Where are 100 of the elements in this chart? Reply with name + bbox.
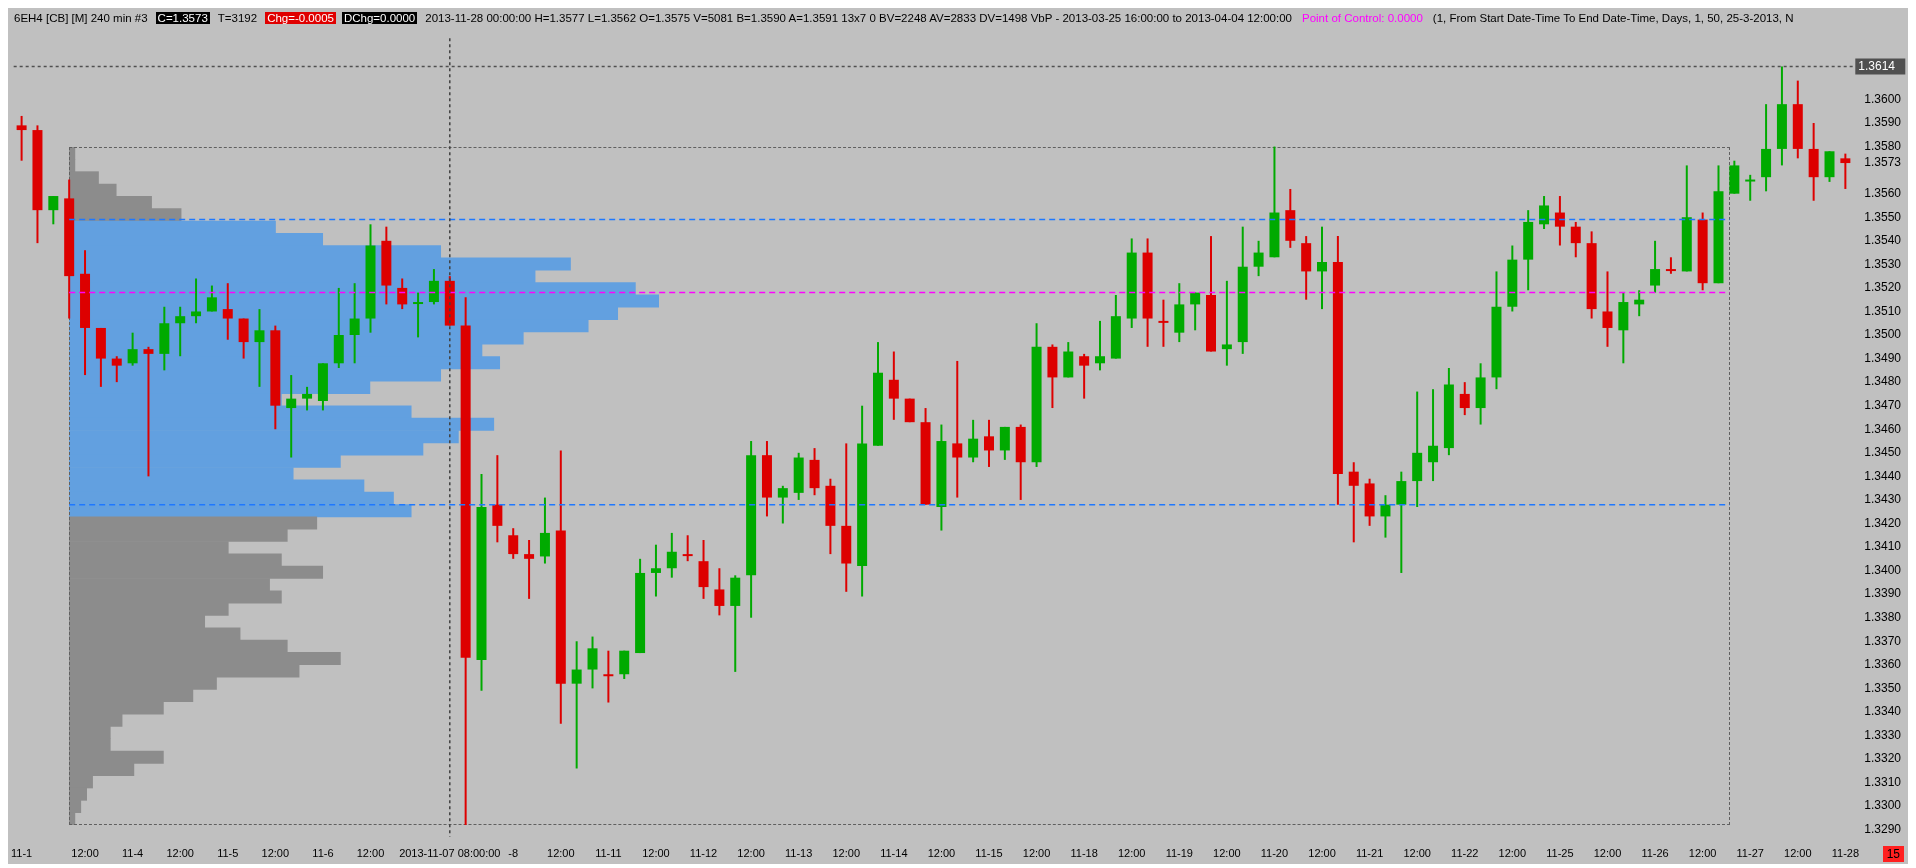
x-tick-label: 12:00 <box>1213 847 1241 860</box>
x-tick-label: 11-27 <box>1736 847 1764 860</box>
candlestick <box>1079 352 1090 400</box>
x-tick-label: 11-13 <box>785 847 813 860</box>
candlestick <box>254 308 265 388</box>
candlestick <box>682 534 693 563</box>
x-tick-label: 12:00 <box>1117 847 1146 860</box>
y-tick-label: 1.3470 <box>1864 398 1902 413</box>
candlestick <box>175 305 186 358</box>
x-tick-label: 11-1 <box>11 847 33 860</box>
candlestick <box>714 567 725 617</box>
x-tick-label: 11-25 <box>1546 847 1574 860</box>
candlestick <box>1158 298 1169 348</box>
text: (1, From Start Date-Time To End Date-Time, Days, 1, 50, 25-3-2013, N <box>1431 12 1795 24</box>
y-tick-label: 1.3600 <box>1864 91 1902 106</box>
y-tick-label: 1.3530 <box>1864 256 1902 271</box>
candlestick <box>888 350 899 421</box>
x-tick-label: 12:00 <box>166 847 194 860</box>
x-tick-label: 12:00 <box>1308 847 1336 860</box>
y-tick-label: 1.3410 <box>1864 539 1902 554</box>
y-tick-label: 1.3550 <box>1864 209 1902 224</box>
candlestick <box>1317 225 1328 311</box>
x-tick-label: 12:00 <box>1784 847 1812 860</box>
x-tick-label: 12:00 <box>356 847 385 860</box>
y-tick-label: 1.3520 <box>1864 280 1902 295</box>
candlestick <box>1459 381 1470 417</box>
x-tick-label: 12:00 <box>737 847 765 860</box>
candlestick <box>413 291 424 339</box>
candlestick <box>1428 388 1439 483</box>
y-tick-label: 1.3540 <box>1864 233 1902 248</box>
y-tick-label: 1.3390 <box>1864 586 1902 601</box>
x-tick-label: 11-5 <box>217 847 239 860</box>
x-tick-label: 11-21 <box>1355 847 1384 860</box>
x-tick-label: 11-18 <box>1070 847 1098 860</box>
x-tick-label: 11-11 <box>595 847 622 860</box>
candlestick <box>222 282 233 341</box>
x-tick-label: 12:00 <box>927 847 956 860</box>
candlestick <box>603 649 614 704</box>
y-tick-label: 1.3560 <box>1864 185 1902 200</box>
candlestick <box>571 640 582 770</box>
x-tick-label: 12:00 <box>547 847 575 860</box>
x-tick-label: 12:00 <box>1593 847 1622 860</box>
x-tick-label: 11-20 <box>1260 847 1289 860</box>
candlestick <box>16 114 27 162</box>
x-tick-label: 11-26 <box>1641 847 1669 860</box>
candlestick <box>1665 256 1676 275</box>
x-tick-label: 11-19 <box>1165 847 1193 860</box>
y-tick-label: 1.3350 <box>1864 680 1902 695</box>
y-tick-label: 1.3380 <box>1864 610 1902 625</box>
candlestick <box>492 454 503 544</box>
candlestick <box>1539 195 1550 231</box>
x-tick-label: 11-22 <box>1451 847 1479 860</box>
candlestick <box>127 331 138 367</box>
candlestick <box>1253 239 1264 278</box>
y-tick-label: 1.3440 <box>1864 468 1902 483</box>
x-tick-label: 11-28 <box>1831 847 1860 860</box>
candlestick <box>1554 195 1565 247</box>
x-tick-label: 11-6 <box>312 847 334 860</box>
x-tick-label: 11-4 <box>122 847 144 860</box>
x-tick-label: 11-14 <box>880 847 908 860</box>
x-tick-label: 12:00 <box>261 847 290 860</box>
x-tick-label: 12:00 <box>1022 847 1051 860</box>
y-tick-label: 1.3500 <box>1864 327 1902 342</box>
candlestick <box>1396 470 1407 574</box>
candlestick <box>1095 319 1105 372</box>
candlestick <box>619 649 630 680</box>
candlestick <box>111 355 122 384</box>
candlestick <box>206 284 217 313</box>
text: DChg=0.0000 <box>341 12 418 24</box>
candlestick <box>302 385 313 412</box>
candlestick <box>508 527 519 560</box>
y-tick-label: 1.3573 <box>1864 155 1902 170</box>
y-tick-label: 1.3490 <box>1864 350 1902 365</box>
x-tick-label: 12:00 <box>1498 847 1527 860</box>
y-tick-label: 1.3290 <box>1864 822 1902 837</box>
candlestick <box>666 531 677 579</box>
x-tick-label: 12:00 <box>642 847 670 860</box>
x-tick-label: 12:00 <box>71 847 99 860</box>
y-tick-label: 1.3310 <box>1864 774 1902 789</box>
candlestick <box>587 635 598 690</box>
candlestick <box>397 277 408 311</box>
y-tick-label: 1.3480 <box>1864 374 1902 389</box>
x-tick-label: 2013-11-07 08:00:00 <box>399 847 501 860</box>
text: C=1.3573 <box>155 12 210 24</box>
y-tick-label: 1.3420 <box>1864 515 1902 530</box>
candlestick <box>952 359 963 499</box>
candlestick <box>143 345 154 478</box>
candlestick <box>650 543 661 598</box>
y-tick-label: 1.3360 <box>1864 657 1902 672</box>
x-tick-label: -8 <box>508 847 519 860</box>
candlestick <box>48 195 59 226</box>
candlestick <box>777 484 788 525</box>
y-tick-label: 1.3450 <box>1864 445 1902 460</box>
candlestick <box>1650 239 1661 294</box>
text: T=3192 <box>216 12 259 24</box>
x-tick-label: 12:00 <box>1688 847 1717 860</box>
candlestick <box>428 268 439 306</box>
candlestick <box>1221 279 1232 367</box>
x-tick-label: 11-15 <box>975 847 1003 860</box>
x-tick-label: 11-12 <box>689 847 718 860</box>
